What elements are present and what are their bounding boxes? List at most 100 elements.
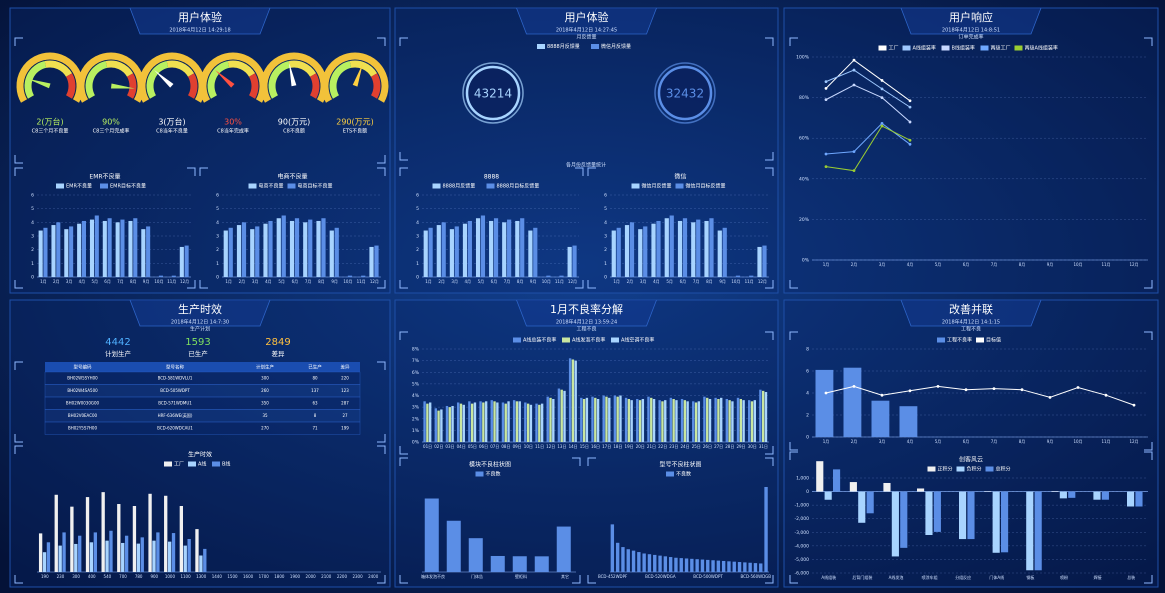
bar bbox=[480, 215, 486, 277]
bar bbox=[124, 535, 129, 572]
x-tick-label: 1100 bbox=[180, 574, 191, 579]
table-header: 差异 bbox=[341, 364, 350, 371]
x-tick-label: 其它 bbox=[561, 573, 569, 579]
bar bbox=[1026, 491, 1034, 571]
y-tick-label: 0 bbox=[416, 275, 419, 281]
gauge-band bbox=[146, 61, 169, 99]
bar bbox=[482, 402, 485, 442]
table-cell: 220 bbox=[341, 375, 349, 380]
bar bbox=[652, 398, 656, 442]
frame-corner bbox=[14, 445, 386, 584]
gauge-band bbox=[268, 61, 291, 99]
bar bbox=[674, 557, 678, 572]
panel-subtitle: 工程不良 bbox=[961, 326, 981, 333]
x-tick-label: 5月 bbox=[478, 279, 485, 284]
bar bbox=[658, 400, 661, 442]
gauge-name: ETS不良额 bbox=[343, 128, 367, 135]
y-tick-label: -1,000 bbox=[794, 503, 809, 509]
x-tick-label: 4月 bbox=[907, 262, 914, 267]
x-tick-label: 19日 bbox=[625, 444, 634, 449]
x-tick-label: 08日 bbox=[501, 444, 510, 449]
x-tick-label: 12月 bbox=[370, 279, 379, 284]
bar bbox=[167, 541, 172, 572]
x-tick-label: 1600 bbox=[243, 574, 254, 579]
bar bbox=[538, 404, 541, 442]
legend-swatch bbox=[902, 45, 911, 51]
x-tick-label: BCD-520WDGA bbox=[645, 574, 676, 579]
bar bbox=[596, 398, 600, 442]
y-tick-label: -4,000 bbox=[794, 543, 809, 549]
bar bbox=[656, 220, 661, 277]
frame-corner bbox=[399, 167, 584, 289]
point bbox=[936, 385, 940, 388]
legend-swatch bbox=[287, 183, 296, 189]
bar bbox=[696, 219, 701, 277]
bar bbox=[638, 400, 642, 442]
table-cell: 287 bbox=[341, 400, 349, 405]
bar bbox=[255, 226, 260, 277]
bar bbox=[507, 219, 512, 277]
frame-corner bbox=[399, 331, 774, 455]
y-tick-label: 5 bbox=[604, 206, 607, 212]
bar bbox=[677, 220, 683, 277]
bar bbox=[276, 218, 281, 277]
bar bbox=[629, 222, 635, 277]
x-tick-label: 300 bbox=[72, 574, 80, 579]
bar bbox=[164, 495, 168, 572]
bar bbox=[546, 396, 549, 442]
y-tick-label: 0% bbox=[412, 440, 420, 446]
x-tick-label: 10月 bbox=[542, 279, 551, 284]
bar bbox=[682, 218, 688, 277]
legend-label: 8888月反馈量 bbox=[443, 183, 476, 190]
bar bbox=[858, 491, 866, 523]
bar bbox=[653, 554, 657, 572]
x-tick-label: 喷涂车组 bbox=[922, 574, 938, 580]
panel-title: 生产时效 bbox=[178, 302, 222, 316]
bar bbox=[115, 222, 120, 277]
bar bbox=[602, 395, 605, 442]
legend-label: 不良数 bbox=[486, 471, 501, 478]
gauge-name: C8不良额 bbox=[283, 128, 305, 135]
point bbox=[852, 385, 856, 388]
bar bbox=[156, 532, 160, 572]
bar bbox=[605, 396, 608, 442]
x-tick-label: 18日 bbox=[613, 444, 622, 449]
x-tick-label: 04日 bbox=[457, 444, 466, 449]
bar bbox=[684, 558, 689, 572]
gauge-band bbox=[227, 60, 256, 77]
stat-value: 1593 bbox=[185, 337, 210, 348]
table-cell: HRF-636WE(英国) bbox=[158, 412, 193, 418]
gauge-band bbox=[370, 73, 381, 99]
bar bbox=[690, 558, 694, 572]
title-tab bbox=[129, 299, 271, 327]
legend-swatch bbox=[927, 466, 936, 472]
x-tick-label: 21日 bbox=[647, 444, 656, 449]
table-cell: BCD-571WDMU1 bbox=[158, 400, 192, 405]
bar bbox=[105, 540, 109, 572]
bar bbox=[704, 220, 709, 277]
bar bbox=[534, 556, 549, 572]
x-tick-label: 11日 bbox=[535, 444, 544, 449]
timestamp: 2018年4月12日 14:29:18 bbox=[169, 27, 230, 34]
x-tick-label: 05日 bbox=[468, 444, 477, 449]
bar bbox=[661, 401, 664, 442]
bar bbox=[496, 402, 499, 442]
x-tick-label: 1月 bbox=[225, 279, 232, 284]
y-tick-label: 4 bbox=[806, 391, 809, 397]
point bbox=[964, 388, 968, 392]
x-tick-label: 780 bbox=[135, 574, 143, 579]
point bbox=[824, 98, 828, 102]
bar bbox=[441, 222, 446, 277]
table-cell: 350 bbox=[261, 400, 269, 405]
bar bbox=[571, 359, 575, 442]
title-tab bbox=[900, 7, 1042, 35]
bar bbox=[900, 491, 908, 548]
bar bbox=[148, 493, 152, 572]
bar bbox=[552, 398, 555, 442]
x-tick-label: 8月 bbox=[1019, 262, 1026, 267]
y-tick-label: 8% bbox=[412, 347, 420, 353]
table-row bbox=[44, 421, 361, 435]
bar bbox=[467, 220, 472, 277]
bar bbox=[750, 401, 754, 442]
